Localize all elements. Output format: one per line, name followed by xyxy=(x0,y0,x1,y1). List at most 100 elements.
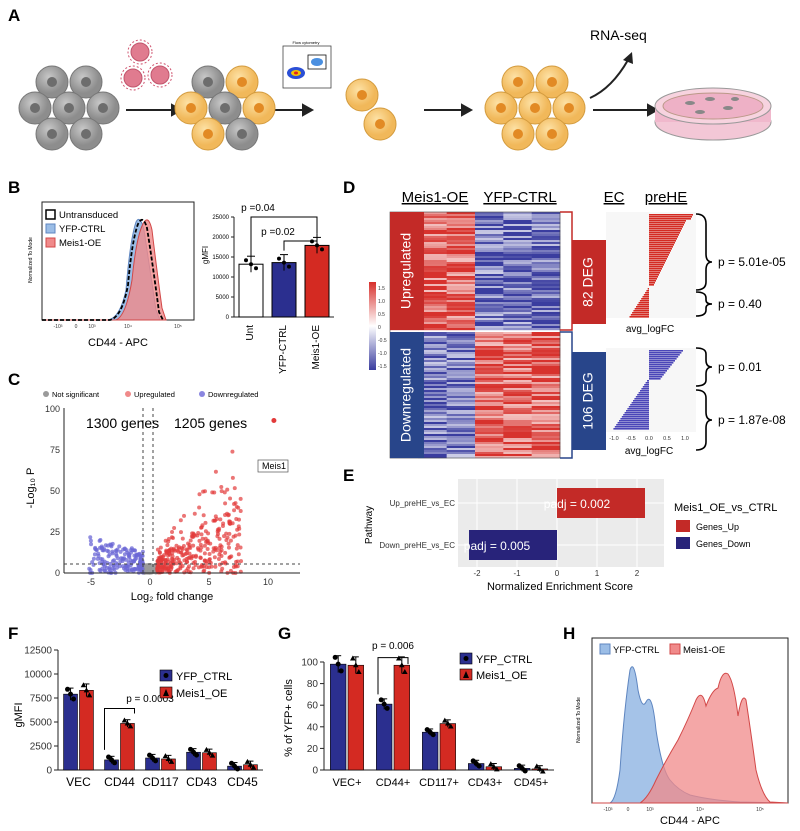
volcano-point-down xyxy=(107,566,112,571)
heat-cell xyxy=(531,270,561,273)
logfc-down-bar xyxy=(642,386,649,388)
heat-cell xyxy=(475,222,504,225)
heat-cell xyxy=(446,286,476,289)
heat-cell xyxy=(446,302,476,305)
heat-cell xyxy=(503,352,532,355)
category-label: CD44+ xyxy=(376,777,411,789)
scale-tick: -1.0 xyxy=(378,351,387,357)
triangle-marker xyxy=(209,752,216,758)
volcano-point-up xyxy=(237,526,242,531)
volcano-legend: Not significant Upregulated Downregulate… xyxy=(43,390,258,399)
b-dot xyxy=(287,264,291,269)
heat-cell xyxy=(418,308,447,311)
scale-tick: -1.5 xyxy=(378,364,387,370)
legend-yfp-ctrl: YFP-CTRL xyxy=(59,224,105,235)
volcano-point-up xyxy=(219,489,224,494)
triangle-marker xyxy=(448,723,454,729)
volcano-point-down xyxy=(136,564,141,569)
panel-c-volcano: Not significant Upregulated Downregulate… xyxy=(25,390,300,603)
heat-cell xyxy=(446,276,476,279)
logfc-up-bar xyxy=(645,292,649,294)
heat-cell xyxy=(418,354,447,357)
triangle-marker xyxy=(80,682,87,688)
heat-cell xyxy=(503,280,532,283)
heat-cell xyxy=(531,434,561,437)
heat-cell xyxy=(475,444,504,447)
category-label: CD45 xyxy=(227,775,258,789)
heat-cell xyxy=(531,298,561,301)
heat-cell xyxy=(475,454,504,457)
triangle-marker xyxy=(534,763,540,769)
heat-cell xyxy=(418,246,447,249)
heat-cell xyxy=(531,288,561,291)
volcano-point-up xyxy=(187,545,192,550)
heat-cell xyxy=(418,326,447,329)
heat-cell xyxy=(418,282,447,285)
logfc-up-bar xyxy=(649,264,664,266)
heat-cell xyxy=(475,420,504,423)
heat-cell xyxy=(503,340,532,343)
volcano-point-up xyxy=(169,535,174,540)
heat-cell xyxy=(418,410,447,413)
upregulated-label: Upregulated xyxy=(398,233,414,309)
volcano-point-up xyxy=(197,505,202,510)
volcano-point-up xyxy=(184,557,189,562)
bar-meis1-oe xyxy=(347,664,364,771)
h-legend-meis1: Meis1-OE xyxy=(683,645,725,656)
heat-cell xyxy=(418,394,447,397)
e-xtick: 2 xyxy=(635,569,640,578)
heat-cell xyxy=(446,268,476,271)
heat-cell xyxy=(531,342,561,345)
heat-cell xyxy=(475,260,504,263)
heat-cell xyxy=(418,224,447,227)
heat-cell xyxy=(446,274,476,277)
logfc-down-bar xyxy=(649,362,674,364)
heat-cell xyxy=(531,442,561,445)
panel-b-bar: 0 5000 10000 15000 20000 25000 Unt YFP-CTRL Meis… xyxy=(201,203,334,374)
volcano-ytick: 25 xyxy=(50,527,60,537)
col-meis1-oe: Meis1-OE xyxy=(402,189,469,206)
heat-cell xyxy=(418,350,447,353)
volcano-point-up xyxy=(174,569,179,574)
heat-cell xyxy=(503,356,532,359)
heat-cell xyxy=(475,450,504,453)
dot-marker xyxy=(112,760,118,766)
heat-cell xyxy=(446,220,476,223)
heat-cell xyxy=(446,412,476,415)
heat-cell xyxy=(475,256,504,259)
triangle-marker xyxy=(206,749,213,755)
dot-marker xyxy=(332,654,338,660)
heat-cell xyxy=(446,368,476,371)
heat-cell xyxy=(446,452,476,455)
heat-cell xyxy=(475,274,504,277)
heat-cell xyxy=(503,312,532,315)
logfc-down-bar xyxy=(637,394,649,396)
heat-cell xyxy=(531,404,561,407)
scale-tick: 0.5 xyxy=(378,312,385,318)
heat-cell xyxy=(446,440,476,443)
volcano-point-down xyxy=(114,549,119,554)
heat-cell xyxy=(418,392,447,395)
dot-marker xyxy=(430,732,436,738)
category-label: VEC+ xyxy=(332,777,361,789)
heat-cell xyxy=(418,402,447,405)
h-ylabel: Normalized To Mode xyxy=(576,697,582,743)
logfc-down-bar xyxy=(649,350,683,352)
heat-cell xyxy=(531,260,561,263)
heat-cell xyxy=(446,354,476,357)
heat-cell xyxy=(475,348,504,351)
volcano-point-up xyxy=(232,486,237,491)
heat-cell xyxy=(503,338,532,341)
heat-cell xyxy=(446,380,476,383)
legend-not-significant: Not significant xyxy=(52,390,100,399)
heat-cell xyxy=(475,322,504,325)
heat-cell xyxy=(475,456,504,459)
heat-cell xyxy=(475,318,504,321)
heat-cell xyxy=(531,292,561,295)
volcano-xtick: 5 xyxy=(206,577,211,587)
heat-cell xyxy=(418,244,447,247)
volcano-point-up xyxy=(170,559,175,564)
heat-cell xyxy=(418,286,447,289)
heat-cell xyxy=(503,408,532,411)
logfc-up-bar xyxy=(649,254,669,256)
